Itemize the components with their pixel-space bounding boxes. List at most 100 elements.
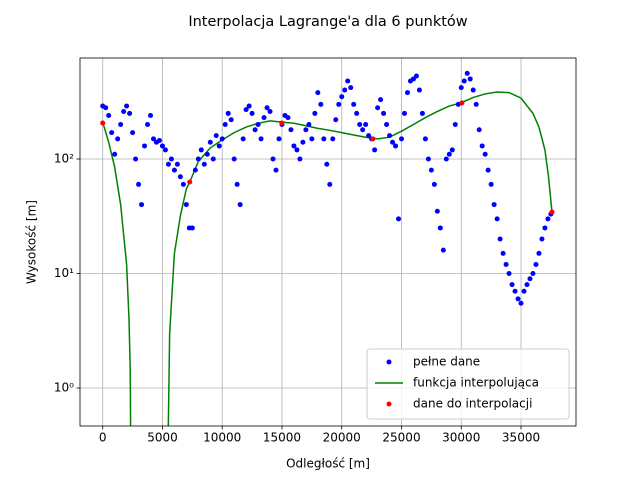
- data-point: [156, 138, 162, 144]
- data-point: [422, 136, 428, 142]
- data-point: [333, 117, 339, 123]
- legend-swatch: [386, 359, 392, 365]
- data-point: [174, 161, 180, 167]
- data-point: [145, 122, 151, 128]
- data-point: [515, 296, 521, 302]
- legend: pełne dane funkcja interpolująca dane do i…: [366, 348, 570, 420]
- data-point: [467, 76, 473, 82]
- data-point: [434, 208, 440, 214]
- data-point: [189, 225, 195, 231]
- data-point: [195, 156, 201, 162]
- data-point: [357, 122, 363, 128]
- data-point: [482, 151, 488, 157]
- data-point: [249, 110, 255, 116]
- data-point: [225, 110, 231, 116]
- data-point: [171, 167, 177, 173]
- data-point: [204, 151, 210, 157]
- data-point: [162, 147, 168, 153]
- data-point: [473, 101, 479, 107]
- data-point: [324, 161, 330, 167]
- data-point: [228, 117, 234, 123]
- data-point: [330, 136, 336, 142]
- data-point: [192, 167, 198, 173]
- data-point: [387, 133, 393, 139]
- data-point: [363, 122, 369, 128]
- data-point: [452, 122, 458, 128]
- data-point: [497, 236, 503, 242]
- data-point: [327, 181, 333, 187]
- y-tick-label: 10¹: [54, 266, 74, 280]
- data-point: [168, 156, 174, 162]
- data-point: [300, 139, 306, 145]
- data-point: [378, 97, 384, 103]
- x-tick-label: 20000: [323, 431, 361, 445]
- data-point: [348, 85, 354, 91]
- data-point: [267, 108, 273, 114]
- data-point: [419, 110, 425, 116]
- data-point: [124, 103, 130, 109]
- data-point: [130, 130, 136, 136]
- data-point: [500, 250, 506, 256]
- data-point: [201, 161, 207, 167]
- data-point: [527, 276, 533, 282]
- data-point: [285, 115, 291, 121]
- interpolation-line: [101, 91, 553, 426]
- data-point: [142, 143, 148, 149]
- x-tick-label: 0: [99, 431, 107, 445]
- data-point: [425, 156, 431, 162]
- data-point: [291, 143, 297, 149]
- data-point: [187, 179, 193, 185]
- data-point: [270, 156, 276, 162]
- x-tick-label: 15000: [263, 431, 301, 445]
- plot-area: [100, 70, 555, 426]
- data-point: [306, 122, 312, 128]
- data-point: [458, 85, 464, 91]
- data-point: [243, 107, 249, 113]
- data-point: [549, 209, 555, 215]
- data-point: [115, 136, 121, 142]
- data-point: [318, 101, 324, 107]
- x-axis-label: Odległość [m]: [286, 457, 370, 471]
- data-point: [183, 202, 189, 208]
- data-point: [464, 70, 470, 76]
- legend-swatch: [386, 401, 392, 407]
- data-point: [542, 225, 548, 231]
- data-point: [449, 147, 455, 153]
- data-point: [506, 271, 512, 277]
- data-point: [148, 112, 154, 118]
- data-point: [413, 73, 419, 79]
- x-tick-label: 35000: [502, 431, 540, 445]
- x-tick-label: 10000: [203, 431, 241, 445]
- data-point: [360, 127, 366, 133]
- data-point: [491, 202, 497, 208]
- data-point: [530, 271, 536, 277]
- y-axis-label: Wysokość [m]: [25, 200, 39, 284]
- data-point: [545, 216, 551, 222]
- data-point: [345, 78, 351, 84]
- data-point: [180, 181, 186, 187]
- data-point: [485, 167, 491, 173]
- data-point: [351, 101, 357, 107]
- data-point: [151, 136, 157, 142]
- data-point: [264, 105, 270, 111]
- data-point: [431, 181, 437, 187]
- data-point: [100, 120, 106, 126]
- data-point: [118, 122, 124, 128]
- data-point: [294, 147, 300, 153]
- data-point: [384, 122, 390, 128]
- data-point: [518, 300, 524, 306]
- data-point: [336, 101, 342, 107]
- data-point: [536, 250, 542, 256]
- data-point: [246, 103, 252, 109]
- data-point: [399, 136, 405, 142]
- y-tick-label: 10⁰: [54, 381, 74, 395]
- data-point: [121, 108, 127, 114]
- data-point: [240, 136, 246, 142]
- data-point: [366, 133, 372, 139]
- data-point: [177, 174, 183, 180]
- data-point: [133, 156, 139, 162]
- data-point: [303, 127, 309, 133]
- grid: [80, 58, 576, 426]
- data-point: [503, 261, 509, 267]
- data-point: [219, 136, 225, 142]
